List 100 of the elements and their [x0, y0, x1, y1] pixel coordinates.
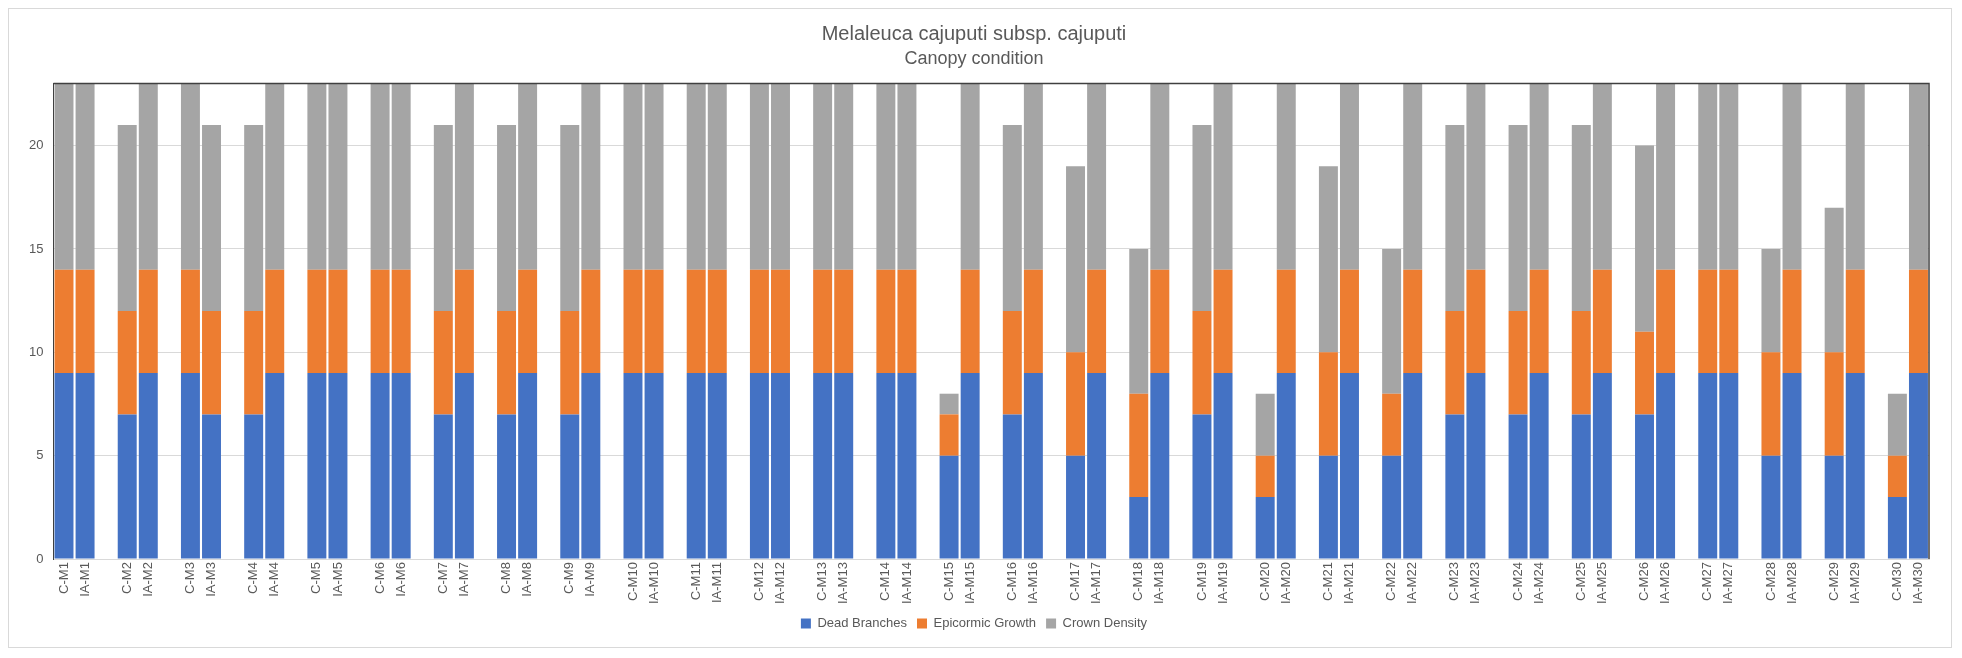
bar — [1908, 269, 1928, 374]
bar — [518, 83, 538, 270]
x-tick-label: IA-M7 — [455, 562, 471, 597]
bar — [1887, 393, 1907, 456]
bar — [117, 311, 137, 415]
bar — [75, 83, 95, 270]
x-tick-label: C-M6 — [371, 562, 387, 594]
x-tick-label: IA-M5 — [329, 562, 345, 597]
bar — [1192, 311, 1212, 415]
x-tick-label: C-M3 — [182, 562, 198, 594]
bar — [1571, 414, 1591, 559]
bar — [876, 269, 896, 374]
bar — [707, 83, 727, 270]
bar — [897, 373, 917, 559]
bar — [1592, 373, 1612, 559]
bar — [265, 83, 285, 270]
bar — [1318, 352, 1338, 456]
bar — [1466, 373, 1486, 559]
x-tick-label: C-M11 — [687, 562, 703, 601]
bar — [834, 373, 854, 559]
x-tick-label: IA-M19 — [1214, 562, 1230, 605]
y-tick-label: 5 — [36, 447, 44, 463]
x-tick-label: C-M24 — [1509, 562, 1525, 602]
bar — [960, 373, 980, 559]
bar — [707, 269, 727, 374]
bar — [370, 83, 390, 270]
bar — [202, 414, 221, 559]
bar — [518, 373, 538, 559]
bar — [581, 373, 601, 559]
x-tick-label: C-M1 — [55, 562, 71, 594]
bar — [328, 373, 348, 559]
bar — [1340, 269, 1359, 374]
bar — [1276, 373, 1296, 559]
x-tick-label: C-M21 — [1319, 562, 1335, 602]
bar — [834, 83, 854, 270]
x-tick-label: C-M7 — [434, 562, 450, 594]
bar — [433, 311, 453, 415]
bar — [202, 124, 221, 312]
bar — [1698, 83, 1718, 270]
bar — [1129, 248, 1149, 394]
bar — [117, 414, 137, 559]
x-tick-label: IA-M17 — [1088, 562, 1104, 605]
x-tick-label: IA-M12 — [772, 562, 788, 605]
bar — [497, 414, 517, 559]
x-tick-label: C-M10 — [624, 562, 640, 602]
bar — [1529, 83, 1549, 270]
bar — [1255, 455, 1275, 498]
bar — [1845, 83, 1865, 270]
bar — [1129, 393, 1149, 498]
bar — [1592, 269, 1612, 374]
bar — [644, 373, 664, 559]
bar — [1635, 414, 1654, 559]
bar — [433, 124, 453, 312]
bar — [1887, 497, 1907, 559]
x-tick-label: C-M25 — [1572, 562, 1588, 602]
bar — [813, 269, 833, 374]
bar — [391, 83, 411, 270]
bar — [1255, 497, 1275, 559]
bar — [1150, 269, 1170, 374]
bar — [1066, 352, 1086, 456]
bar — [707, 373, 727, 559]
bar — [180, 83, 200, 270]
bar — [1761, 455, 1781, 559]
bar — [771, 373, 790, 559]
x-tick-label: C-M29 — [1825, 562, 1841, 602]
bar — [244, 311, 264, 415]
x-tick-label: C-M20 — [1256, 562, 1272, 602]
bar — [686, 269, 706, 374]
bar — [1466, 269, 1486, 374]
x-tick-label: C-M26 — [1636, 562, 1652, 602]
bar — [307, 373, 327, 559]
bar — [560, 311, 580, 415]
x-tick-label: IA-M20 — [1277, 562, 1293, 605]
bar — [1445, 311, 1465, 415]
x-tick-label: C-M9 — [561, 562, 577, 594]
bar — [138, 269, 158, 374]
bar — [75, 373, 95, 559]
bar — [1908, 373, 1928, 559]
x-tick-label: C-M22 — [1383, 562, 1399, 602]
bar — [623, 83, 643, 270]
bar — [1719, 269, 1739, 374]
x-tick-label: IA-M28 — [1783, 562, 1799, 605]
bar — [180, 373, 200, 559]
bar — [1635, 331, 1654, 415]
bar — [1066, 455, 1086, 559]
x-tick-label: C-M15 — [940, 562, 956, 602]
chart-subtitle: Canopy condition — [904, 47, 1044, 68]
bar — [1213, 269, 1233, 374]
bar — [54, 373, 74, 559]
bar — [1845, 373, 1865, 559]
x-tick-label: IA-M26 — [1657, 562, 1673, 605]
bar — [454, 269, 474, 374]
x-tick-label: IA-M29 — [1846, 562, 1862, 605]
bar — [1403, 373, 1423, 559]
bar — [1571, 311, 1591, 415]
x-tick-label: IA-M22 — [1404, 562, 1420, 605]
bar — [1213, 373, 1233, 559]
bar — [581, 83, 601, 270]
x-tick-label: C-M8 — [498, 562, 514, 594]
bar — [1002, 414, 1022, 559]
